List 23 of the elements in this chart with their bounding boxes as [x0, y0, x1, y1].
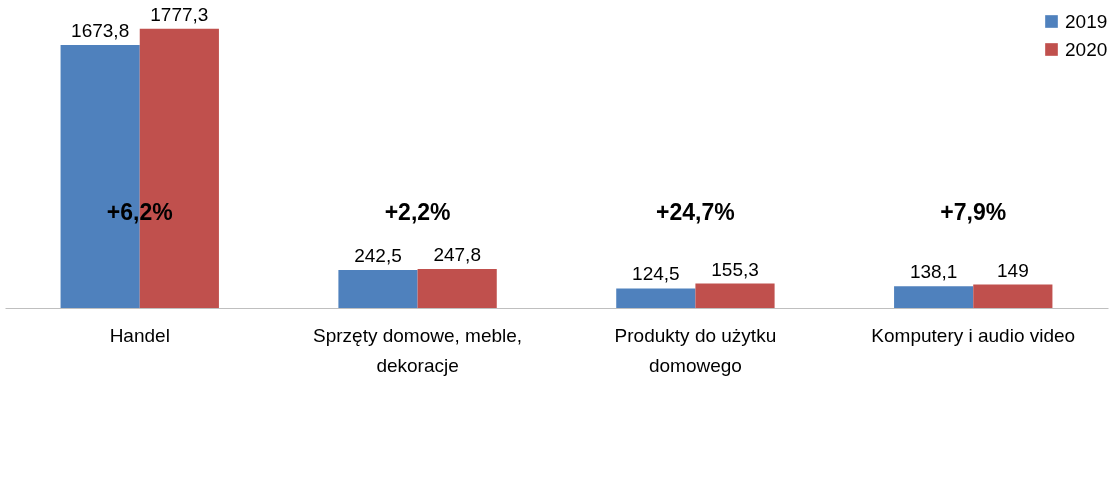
x-tick-label: Produkty do użytku domowego: [614, 324, 777, 376]
data-label: 242,5: [354, 244, 402, 266]
legend-label: 2019: [1065, 10, 1108, 32]
data-label: 138,1: [909, 261, 958, 283]
annotation: +7,9%: [940, 199, 1007, 225]
annotation: +24,7%: [656, 199, 735, 225]
bar: [973, 284, 1053, 308]
data-label: 149: [996, 259, 1029, 281]
x-tick-label: Komputery i audio video: [871, 324, 1076, 346]
legend-label: 2020: [1065, 38, 1108, 60]
x-tick-label: Handel: [109, 324, 170, 346]
data-label: 1673,8: [71, 20, 130, 42]
data-label: 1777,3: [150, 3, 209, 25]
data-label: 124,5: [632, 263, 680, 285]
bar: [695, 283, 775, 308]
data-label: 155,3: [711, 258, 759, 280]
annotation: +2,2%: [384, 199, 451, 225]
bar: [417, 269, 497, 308]
data-label: 247,8: [433, 244, 481, 266]
bar: [616, 288, 696, 308]
bar: [338, 269, 418, 308]
bar: [894, 286, 974, 308]
x-tick-label: Sprzęty domowe, meble, dekoracje: [313, 324, 523, 376]
